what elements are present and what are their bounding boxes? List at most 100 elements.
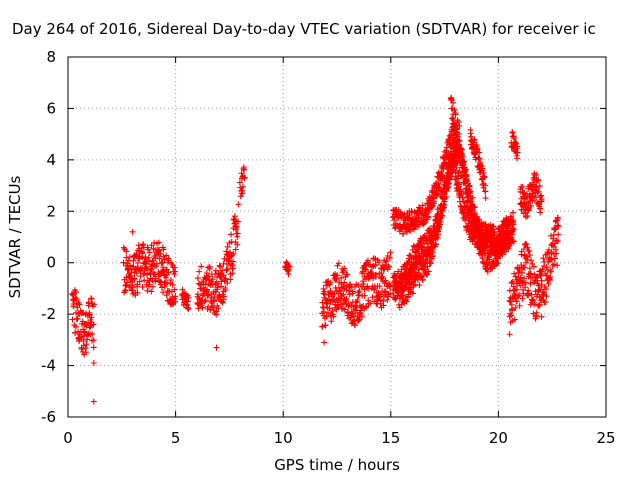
data-point: [172, 298, 179, 305]
data-point: [530, 297, 537, 304]
data-point: [536, 302, 543, 309]
data-point: [361, 265, 368, 272]
data-point: [457, 150, 464, 157]
data-point: [477, 238, 484, 245]
data-point: [522, 259, 529, 266]
data-points: [68, 94, 562, 405]
data-point: [346, 291, 353, 298]
data-point: [527, 280, 534, 287]
data-point: [136, 278, 143, 285]
data-point: [530, 263, 537, 270]
data-point: [520, 246, 527, 253]
data-point: [74, 315, 81, 322]
data-point: [127, 262, 134, 269]
data-point: [536, 301, 543, 308]
data-point: [521, 190, 528, 197]
data-point: [536, 182, 543, 189]
data-point: [505, 245, 512, 252]
data-point: [146, 249, 153, 256]
data-point: [447, 171, 454, 178]
data-point: [161, 283, 168, 290]
data-point: [482, 195, 489, 202]
data-point: [514, 155, 521, 162]
data-point: [533, 309, 540, 316]
data-point: [382, 261, 389, 268]
data-point: [538, 198, 545, 205]
data-point: [125, 257, 132, 264]
data-point: [468, 211, 475, 218]
data-point: [482, 188, 489, 195]
data-point: [230, 258, 237, 265]
data-point: [419, 276, 426, 283]
y-tick-label: 4: [46, 151, 56, 169]
data-point: [214, 284, 221, 291]
x-tick-label: 0: [63, 429, 73, 447]
data-point: [171, 271, 178, 278]
data-point: [537, 272, 544, 279]
data-point: [349, 288, 356, 295]
data-point: [360, 280, 367, 287]
data-point: [541, 289, 548, 296]
data-point: [538, 277, 545, 284]
data-point: [328, 318, 335, 325]
data-point: [519, 183, 526, 190]
data-point: [499, 245, 506, 252]
data-point: [230, 265, 237, 272]
data-point: [123, 248, 130, 255]
data-point: [522, 284, 529, 291]
data-point: [436, 225, 443, 232]
data-point: [429, 252, 436, 259]
data-point: [456, 130, 463, 137]
data-point: [148, 288, 155, 295]
data-point: [217, 263, 224, 270]
data-point: [216, 262, 223, 269]
data-point: [387, 282, 394, 289]
data-point: [387, 249, 394, 256]
data-point: [416, 204, 423, 211]
data-point: [83, 321, 90, 328]
data-point: [404, 276, 411, 283]
data-point: [169, 281, 176, 288]
data-point: [286, 263, 293, 270]
data-point: [204, 292, 211, 299]
data-point: [72, 329, 79, 336]
data-point: [372, 261, 379, 268]
data-point: [475, 244, 482, 251]
data-point: [195, 280, 202, 287]
data-point: [484, 268, 491, 275]
data-point: [76, 301, 83, 308]
y-tick-label: -4: [41, 357, 56, 375]
data-point: [441, 202, 448, 209]
data-point: [406, 252, 413, 259]
data-point: [237, 184, 244, 191]
data-point: [528, 257, 535, 264]
data-point: [476, 155, 483, 162]
data-point: [149, 283, 156, 290]
data-point: [161, 256, 168, 263]
data-point: [513, 298, 520, 305]
data-point: [503, 236, 510, 243]
data-point: [533, 183, 540, 190]
data-point: [552, 255, 559, 262]
data-point: [88, 295, 95, 302]
x-tick-label: 20: [489, 429, 508, 447]
data-point: [232, 217, 239, 224]
data-point: [327, 287, 334, 294]
data-point: [430, 195, 437, 202]
data-point: [139, 250, 146, 257]
data-point: [73, 289, 80, 296]
data-point: [400, 230, 407, 237]
data-point: [401, 211, 408, 218]
data-point: [536, 294, 543, 301]
data-point: [241, 166, 248, 173]
data-point: [81, 329, 88, 336]
data-point: [456, 181, 463, 188]
data-point: [510, 238, 517, 245]
data-point: [199, 304, 206, 311]
data-point: [525, 207, 532, 214]
data-point: [419, 202, 426, 209]
data-point: [236, 179, 243, 186]
data-point: [554, 222, 561, 229]
data-point: [230, 250, 237, 257]
data-point: [487, 227, 494, 234]
